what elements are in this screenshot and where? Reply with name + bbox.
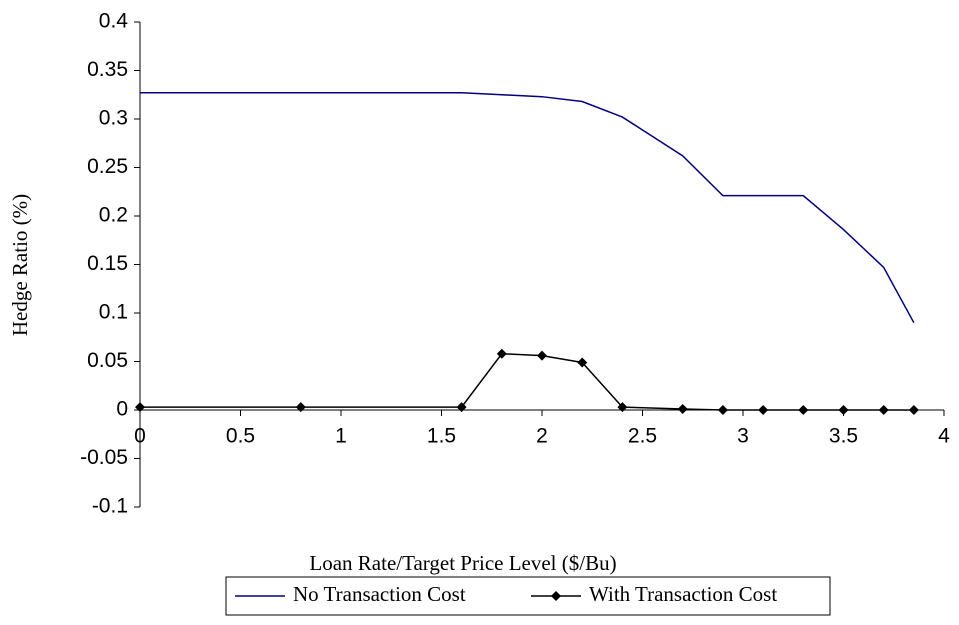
- point-marker: [496, 348, 507, 359]
- point-marker: [908, 405, 919, 415]
- y-tick-label: 0.4: [99, 10, 129, 33]
- x-tick-label: 3.5: [829, 425, 858, 448]
- y-tick-label: 0.1: [99, 301, 128, 324]
- y-tick-label: 0.15: [87, 252, 128, 275]
- point-marker: [135, 402, 145, 413]
- x-tick-label: 0.5: [226, 425, 255, 448]
- x-tick-label: 0: [134, 425, 146, 448]
- point-marker: [617, 402, 628, 413]
- point-marker: [717, 405, 728, 415]
- point-marker: [758, 405, 769, 415]
- point-marker: [577, 357, 588, 368]
- x-tick-label: 1.5: [427, 425, 456, 448]
- legend-marker: [551, 591, 561, 601]
- legend-box: [225, 576, 831, 616]
- y-tick-label: 0.25: [87, 155, 128, 178]
- point-marker: [456, 402, 467, 413]
- y-tick-label: 0.3: [99, 107, 128, 130]
- point-marker: [878, 405, 889, 415]
- y-tick-label: -0.05: [80, 446, 128, 469]
- point-marker: [677, 404, 688, 415]
- y-tick-label: 0.2: [99, 204, 128, 227]
- legend-label: No Transaction Cost: [293, 582, 466, 606]
- point-marker: [838, 405, 849, 415]
- point-marker: [798, 405, 809, 415]
- x-axis-label: Loan Rate/Target Price Level ($/Bu): [309, 551, 616, 575]
- y-tick-label: 0: [116, 398, 128, 421]
- y-tick-label: 0.05: [87, 349, 128, 372]
- x-tick-label: 1: [335, 425, 347, 448]
- point-marker: [537, 350, 547, 361]
- point-marker: [295, 402, 306, 413]
- series-line: [140, 92, 915, 324]
- legend-label: With Transaction Cost: [589, 582, 777, 606]
- x-tick-label: 2.5: [628, 425, 657, 448]
- x-tick-label: 2: [536, 425, 548, 448]
- y-tick-label: 0.35: [87, 58, 128, 81]
- x-tick-label: 3: [737, 425, 749, 448]
- y-axis-label: Hedge Ratio (%): [8, 194, 32, 336]
- y-tick-label: -0.1: [92, 495, 128, 518]
- series-line: [140, 352, 914, 411]
- x-tick-label: 4: [938, 425, 950, 448]
